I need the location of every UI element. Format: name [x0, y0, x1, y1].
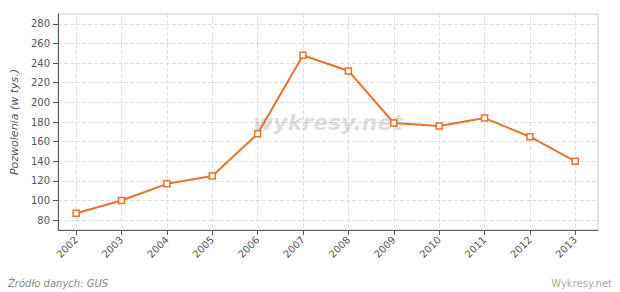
svg-text:2009: 2009 — [372, 234, 398, 260]
svg-text:160: 160 — [31, 136, 50, 147]
svg-text:280: 280 — [31, 18, 50, 29]
svg-text:120: 120 — [31, 175, 50, 186]
svg-text:2010: 2010 — [417, 234, 443, 260]
svg-text:wykresy.net: wykresy.net — [253, 110, 404, 135]
svg-text:Pozwolenia (w tys.): Pozwolenia (w tys.) — [8, 69, 21, 175]
svg-text:2006: 2006 — [236, 234, 262, 260]
svg-text:2013: 2013 — [553, 234, 579, 260]
svg-text:2012: 2012 — [508, 234, 534, 260]
svg-text:240: 240 — [31, 58, 50, 69]
svg-text:Źródło danych: GUS: Źródło danych: GUS — [7, 277, 109, 289]
svg-text:80: 80 — [37, 215, 50, 226]
svg-text:Wykresy.net: Wykresy.net — [551, 278, 612, 289]
svg-text:180: 180 — [31, 117, 50, 128]
svg-text:140: 140 — [31, 156, 50, 167]
svg-text:2005: 2005 — [190, 234, 216, 260]
svg-text:2011: 2011 — [463, 234, 489, 260]
svg-text:200: 200 — [31, 97, 50, 108]
svg-text:220: 220 — [31, 77, 50, 88]
svg-text:2008: 2008 — [327, 234, 353, 260]
svg-text:100: 100 — [31, 195, 50, 206]
svg-text:2003: 2003 — [100, 234, 126, 260]
svg-text:2007: 2007 — [281, 234, 307, 260]
svg-text:260: 260 — [31, 38, 50, 49]
svg-text:2004: 2004 — [145, 234, 171, 260]
svg-text:2002: 2002 — [54, 234, 80, 260]
